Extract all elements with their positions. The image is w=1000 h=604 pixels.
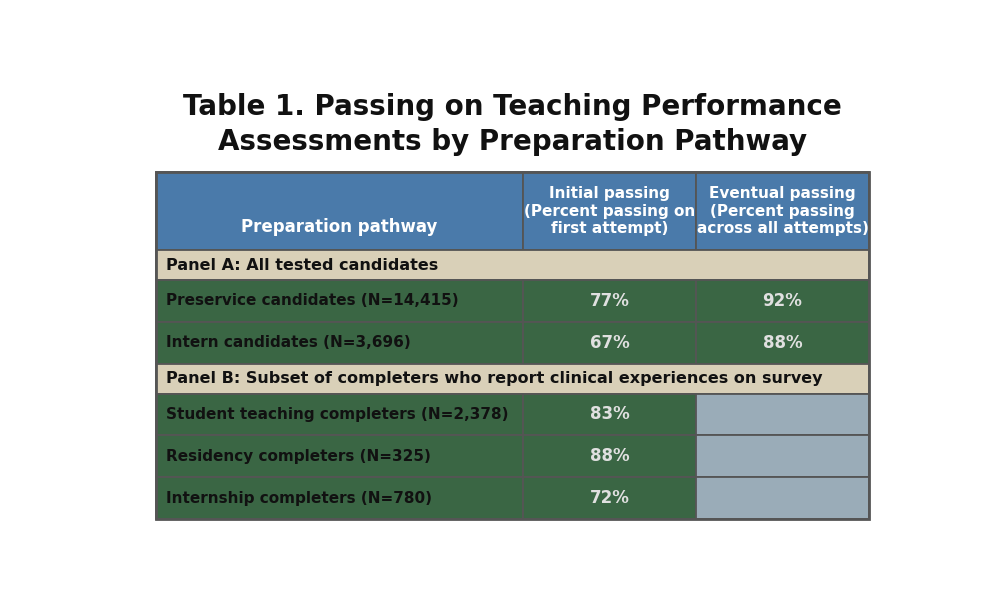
Bar — [523, 173, 696, 250]
Text: 83%: 83% — [590, 405, 630, 423]
Text: 67%: 67% — [590, 334, 630, 352]
Text: Preservice candidates (N=14,415): Preservice candidates (N=14,415) — [166, 294, 459, 309]
Text: Internship completers (N=780): Internship completers (N=780) — [166, 490, 432, 506]
Bar — [156, 280, 523, 322]
Bar — [523, 322, 696, 364]
Bar — [156, 364, 869, 393]
Text: Preparation pathway: Preparation pathway — [241, 218, 438, 236]
Text: Initial passing
(Percent passing on
first attempt): Initial passing (Percent passing on firs… — [524, 187, 695, 236]
Bar — [523, 280, 696, 322]
Bar — [696, 435, 869, 477]
Bar — [523, 435, 696, 477]
Bar — [696, 322, 869, 364]
Text: 92%: 92% — [763, 292, 802, 310]
Text: 88%: 88% — [590, 447, 629, 465]
Bar — [156, 173, 869, 519]
Text: Student teaching completers (N=2,378): Student teaching completers (N=2,378) — [166, 407, 509, 422]
Text: Table 1. Passing on Teaching Performance: Table 1. Passing on Teaching Performance — [183, 94, 842, 121]
Bar — [156, 173, 523, 250]
Bar — [156, 435, 523, 477]
Bar — [523, 393, 696, 435]
Bar — [696, 280, 869, 322]
Text: Assessments by Preparation Pathway: Assessments by Preparation Pathway — [218, 128, 807, 156]
Bar — [156, 250, 869, 280]
Text: Panel A: All tested candidates: Panel A: All tested candidates — [166, 257, 438, 272]
Bar — [156, 393, 523, 435]
Bar — [156, 477, 523, 519]
Text: Eventual passing
(Percent passing
across all attempts): Eventual passing (Percent passing across… — [697, 187, 868, 236]
Bar — [523, 477, 696, 519]
Text: Residency completers (N=325): Residency completers (N=325) — [166, 449, 431, 464]
Text: Panel B: Subset of completers who report clinical experiences on survey: Panel B: Subset of completers who report… — [166, 371, 823, 386]
Text: 77%: 77% — [590, 292, 630, 310]
Bar — [696, 393, 869, 435]
Text: 88%: 88% — [763, 334, 802, 352]
Bar — [696, 477, 869, 519]
Text: 72%: 72% — [590, 489, 630, 507]
Bar — [696, 173, 869, 250]
Bar — [156, 322, 523, 364]
Text: Intern candidates (N=3,696): Intern candidates (N=3,696) — [166, 335, 411, 350]
